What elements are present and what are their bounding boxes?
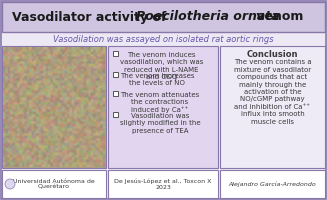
Bar [113, 51, 117, 55]
Text: Universidad Autónoma de
Querétaro: Universidad Autónoma de Querétaro [13, 179, 95, 189]
Text: Vasodilator activity of: Vasodilator activity of [12, 10, 171, 23]
Text: venom: venom [252, 10, 303, 23]
FancyBboxPatch shape [2, 170, 106, 198]
Text: Conclusion: Conclusion [247, 50, 298, 59]
Text: De Jesús-López et al., Toxcon X
2023: De Jesús-López et al., Toxcon X 2023 [114, 178, 212, 190]
FancyBboxPatch shape [108, 46, 218, 168]
Text: Vasodilation was assayed on isolated rat aortic rings: Vasodilation was assayed on isolated rat… [53, 34, 274, 44]
FancyBboxPatch shape [220, 170, 325, 198]
Text: The venom induces
vasodilation, which was
reduced with L-NAME
and ODQ: The venom induces vasodilation, which wa… [120, 52, 203, 80]
FancyBboxPatch shape [108, 170, 218, 198]
Bar [113, 112, 117, 116]
FancyBboxPatch shape [2, 32, 325, 46]
Text: Alejandro García-Arredondo: Alejandro García-Arredondo [228, 181, 316, 187]
FancyBboxPatch shape [2, 46, 106, 168]
Text: Poecilotheria ornata: Poecilotheria ornata [136, 10, 280, 23]
Text: The venom increases
the levels of NO: The venom increases the levels of NO [120, 73, 195, 86]
FancyBboxPatch shape [2, 2, 325, 32]
Circle shape [5, 179, 15, 189]
FancyBboxPatch shape [220, 46, 325, 168]
Text: Vasodilation was
slightly modified in the
presence of TEA: Vasodilation was slightly modified in th… [120, 113, 201, 134]
Bar [113, 72, 117, 76]
Text: The venom contains a
mixture of vasodilator
compounds that act
mainly through th: The venom contains a mixture of vasodila… [234, 59, 311, 125]
Text: The venom attenuates
the contractions
induced by Ca⁺⁺: The venom attenuates the contractions in… [120, 92, 199, 113]
Bar [113, 91, 117, 96]
